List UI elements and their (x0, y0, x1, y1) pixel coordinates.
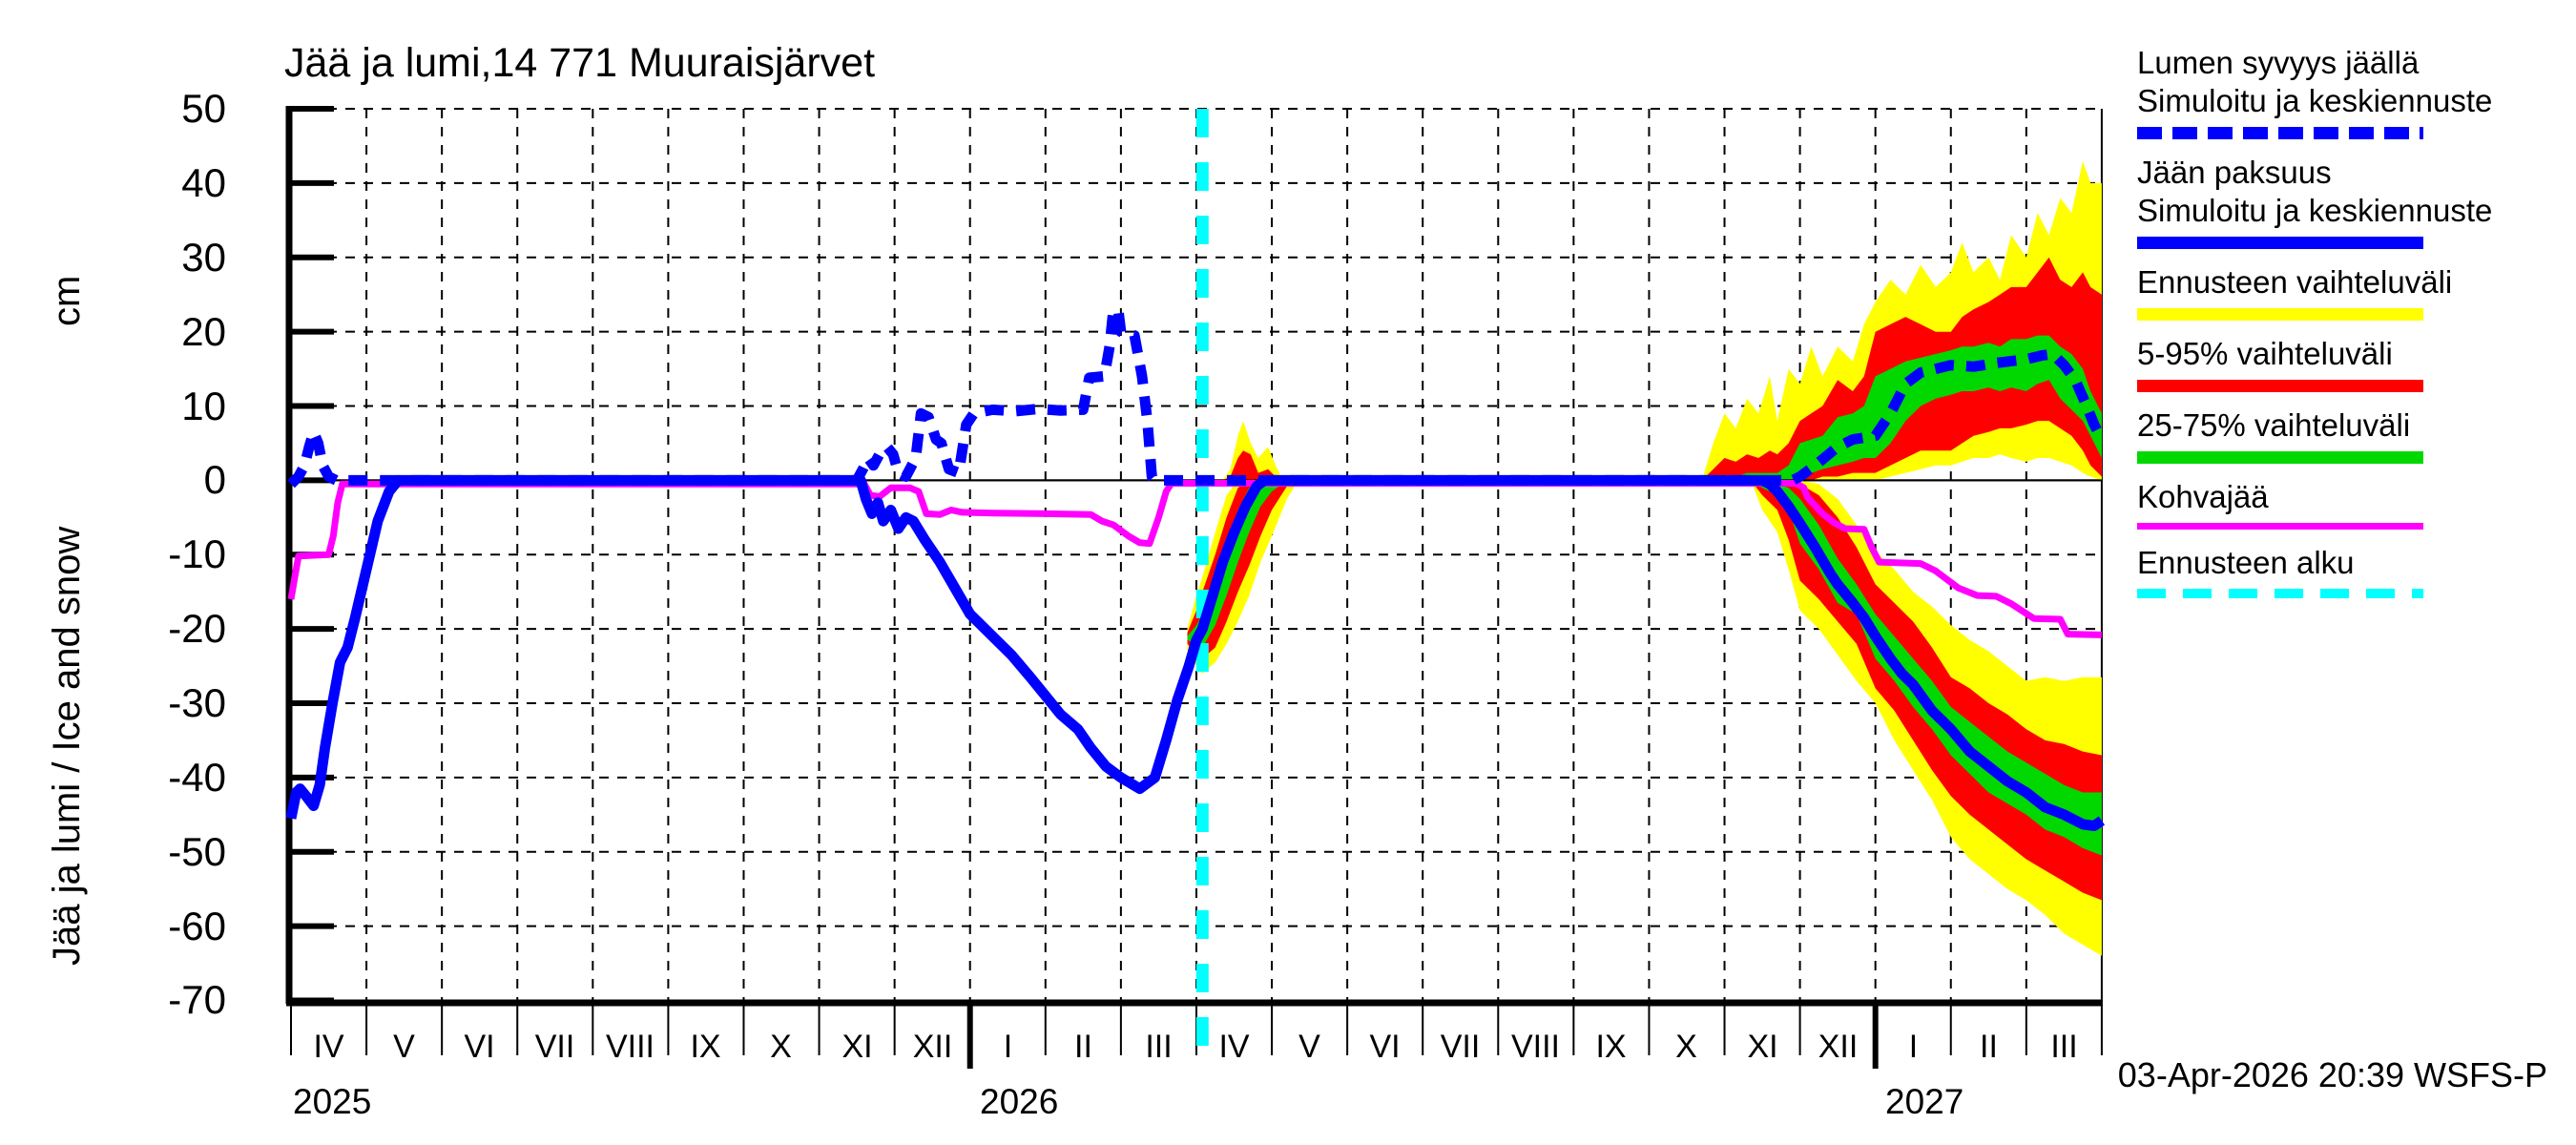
snow-spring-fan-red (1222, 450, 1283, 481)
legend-swatch-solid-blue (2137, 237, 2423, 249)
ice-winter-fan-green (1751, 480, 2102, 856)
x-month-label: IX (690, 1029, 721, 1065)
snow-depth-line (287, 303, 2107, 489)
x-month-label: III (2050, 1029, 2078, 1065)
x-month-label: X (1675, 1029, 1697, 1065)
legend-item-label: Ennusteen alku (2137, 545, 2355, 580)
x-month-label: V (1298, 1029, 1320, 1065)
legend-item-label: Kohvajää (2137, 479, 2269, 514)
y-tick-label: -70 (168, 977, 226, 1022)
x-month-label: XII (912, 1029, 953, 1065)
x-month-label: VII (1440, 1029, 1481, 1065)
y-tick-label: 30 (181, 235, 226, 280)
x-month-label: VIII (605, 1029, 655, 1065)
y-tick-label: -20 (168, 606, 226, 651)
y-tick-label: 0 (203, 457, 226, 502)
legend-item-label: Simuloitu ja keskiennuste (2137, 83, 2493, 118)
legend-item-label: 5-95% vaihteluväli (2137, 336, 2393, 371)
x-month-label: XII (1818, 1029, 1859, 1065)
y-tick-label: -30 (168, 680, 226, 725)
x-year-label: 2027 (1885, 1082, 1964, 1121)
y-tick-label: 40 (181, 160, 226, 205)
x-month-label: XI (841, 1029, 873, 1065)
x-month-label: I (1003, 1029, 1013, 1065)
legend-item: Jään paksuus Simuloitu ja keskiennuste (2137, 154, 2576, 249)
legend-item: 5-95% vaihteluväli (2137, 335, 2576, 392)
y-axis-label: Jää ja lumi / Ice and snow (46, 526, 88, 966)
legend-item: Kohvajää (2137, 478, 2576, 530)
legend-item-label: Jään paksuus (2137, 155, 2332, 190)
x-month-label: X (770, 1029, 792, 1065)
legend: Lumen syvyys jäällä Simuloitu ja keskienn… (2137, 44, 2576, 613)
x-month-label: VI (464, 1029, 495, 1065)
legend-swatch-snow-dashed-blue (2137, 127, 2423, 139)
x-month-label: IX (1595, 1029, 1627, 1065)
y-tick-label: 20 (181, 309, 226, 354)
x-month-label: I (1908, 1029, 1919, 1065)
x-month-label: XI (1747, 1029, 1778, 1065)
legend-swatch-green (2137, 451, 2423, 464)
legend-item-label: Simuloitu ja keskiennuste (2137, 193, 2493, 228)
legend-swatch-yellow (2137, 308, 2423, 321)
y-tick-label: 10 (181, 384, 226, 428)
x-month-label: VIII (1510, 1029, 1561, 1065)
x-year-label: 2026 (980, 1082, 1059, 1121)
y-axis-unit: cm (46, 275, 88, 326)
legend-swatch-magenta (2137, 523, 2423, 530)
x-month-label: VI (1369, 1029, 1401, 1065)
legend-item: Ennusteen vaihteluväli (2137, 263, 2576, 321)
x-year-label: 2025 (293, 1082, 372, 1121)
x-month-label: III (1145, 1029, 1173, 1065)
x-month-label: VII (534, 1029, 575, 1065)
legend-item-label: Lumen syvyys jäällä (2137, 45, 2420, 80)
y-tick-label: -10 (168, 531, 226, 576)
timestamp: 03-Apr-2026 20:39 WSFS-P (2117, 1055, 2547, 1094)
legend-swatch-cyan-dashed (2137, 589, 2423, 598)
y-tick-label: -40 (168, 755, 226, 800)
snow-winter-fan-green (1701, 335, 2102, 481)
x-month-label: II (1074, 1029, 1092, 1065)
y-tick-label: -60 (168, 904, 226, 948)
x-month-label: IV (313, 1029, 344, 1065)
legend-item: Ennusteen alku (2137, 544, 2576, 598)
ice-spring-fan-green (1187, 480, 1298, 648)
legend-item-label: 25-75% vaihteluväli (2137, 407, 2411, 443)
ice-thickness-line (285, 474, 2106, 831)
legend-item: 25-75% vaihteluväli (2137, 406, 2576, 464)
x-month-label: V (393, 1029, 415, 1065)
legend-item: Lumen syvyys jäällä Simuloitu ja keskienn… (2137, 44, 2576, 139)
legend-swatch-red (2137, 380, 2423, 392)
x-month-label: II (1980, 1029, 1998, 1065)
y-tick-label: 50 (181, 86, 226, 131)
x-month-label: IV (1218, 1029, 1250, 1065)
y-tick-label: -50 (168, 829, 226, 874)
page-title: Jää ja lumi,14 771 Muuraisjärvet (284, 40, 876, 86)
legend-item-label: Ennusteen vaihteluväli (2137, 264, 2453, 300)
